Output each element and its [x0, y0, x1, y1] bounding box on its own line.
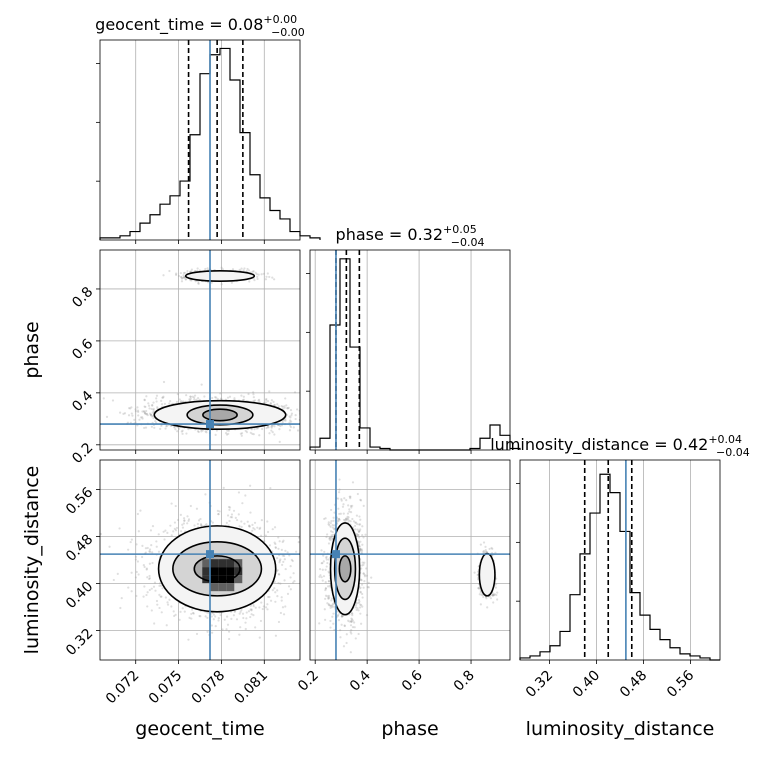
contour-line-2	[329, 522, 361, 616]
hist-panel-luminosity_distance: luminosity_distance = 0.42+0.04 −0.04	[490, 433, 750, 664]
y-axis-label-luminosity_distance: luminosity_distance	[21, 466, 43, 655]
density-cell	[210, 583, 219, 592]
x-tick-label: 0.078	[189, 668, 229, 708]
density-fill	[339, 555, 351, 582]
contour-line-0	[338, 555, 352, 583]
y-tick-label: 0.32	[63, 626, 96, 659]
hist-luminosity_distance	[519, 473, 720, 661]
x-tick-label: 0.40	[570, 668, 603, 701]
axes-frame	[519, 459, 721, 661]
x-axis-label-luminosity_distance: luminosity_distance	[526, 718, 715, 740]
y-tick-label: 0.56	[63, 484, 96, 517]
y-tick-label: 0.8	[69, 284, 96, 311]
truth-marker	[206, 550, 214, 559]
contour-line-1	[333, 537, 357, 601]
x-tick-label: 0.6	[399, 667, 426, 694]
y-axis-label-phase: phase	[21, 321, 43, 378]
x-tick-label: 0.32	[523, 668, 556, 701]
density-cell	[218, 567, 227, 576]
density-cell	[234, 567, 243, 576]
hist-phase	[309, 258, 521, 451]
contour-line-0	[193, 555, 241, 583]
hist-panel-geocent_time: geocent_time = 0.08+0.00 −0.00	[95, 13, 321, 244]
density-cell	[210, 575, 219, 584]
density-cell	[202, 575, 211, 584]
x-tick-label: 0.48	[617, 668, 650, 701]
density-fill	[479, 553, 495, 596]
axes-frame	[309, 459, 511, 661]
density-cell	[210, 567, 219, 576]
density-cell	[218, 575, 227, 584]
x-tick-label: 0.8	[451, 668, 478, 695]
y-tick-label: 0.4	[69, 388, 96, 415]
truth-marker	[331, 550, 340, 559]
density-fill	[202, 409, 238, 421]
contour-line-2	[157, 525, 277, 613]
truth-marker	[206, 420, 214, 429]
panel-title-phase: phase = 0.32+0.05 −0.04	[336, 223, 485, 249]
density-cell	[218, 559, 227, 568]
y-tick-label: 0.40	[63, 579, 96, 612]
panel-geocent_time-vs-phase: 0.2 0.4 0.6 0.8	[69, 249, 301, 467]
contour-line-0	[202, 408, 238, 422]
axes-frame	[99, 249, 301, 451]
x-tick-label: 0.075	[146, 668, 186, 708]
contour-line-0	[184, 269, 256, 282]
axes-frame	[99, 459, 301, 661]
x-tick-label: 0.4	[347, 667, 374, 694]
y-tick-label: 0.6	[69, 336, 96, 363]
density-cell	[218, 583, 227, 592]
x-axis-label-geocent_time: geocent_time	[135, 718, 264, 740]
density-cell	[226, 567, 235, 576]
x-tick-label: 0.081	[231, 668, 271, 708]
density-fill	[185, 270, 255, 282]
contour-line-1	[172, 540, 263, 597]
y-tick-label: 0.2	[69, 440, 96, 467]
density-cell	[226, 583, 235, 592]
x-tick-label: 0.56	[664, 667, 697, 700]
x-tick-label: 0.2	[295, 668, 322, 695]
axes-frame	[99, 39, 301, 241]
density-cell	[202, 567, 211, 576]
panel-title-luminosity_distance: luminosity_distance = 0.42+0.04 −0.04	[490, 433, 750, 459]
density-cell	[226, 559, 235, 568]
density-cell	[234, 575, 243, 584]
density-cell	[210, 559, 219, 568]
density-cell	[202, 559, 211, 568]
contour-line-2	[153, 399, 287, 431]
hist-panel-phase: phase = 0.32+0.05 −0.04	[306, 223, 521, 454]
axes-frame	[309, 249, 511, 451]
x-axis-label-phase: phase	[381, 718, 438, 740]
y-tick-label: 0.48	[63, 532, 96, 565]
panel-title-geocent_time: geocent_time = 0.08+0.00 −0.00	[95, 13, 305, 39]
x-tick-label: 0.072	[103, 668, 143, 708]
panel-phase-vs-luminosity_distance	[309, 459, 511, 664]
panel-geocent_time-vs-luminosity_distance: 0.32 0.40 0.48 0.56	[63, 459, 301, 664]
